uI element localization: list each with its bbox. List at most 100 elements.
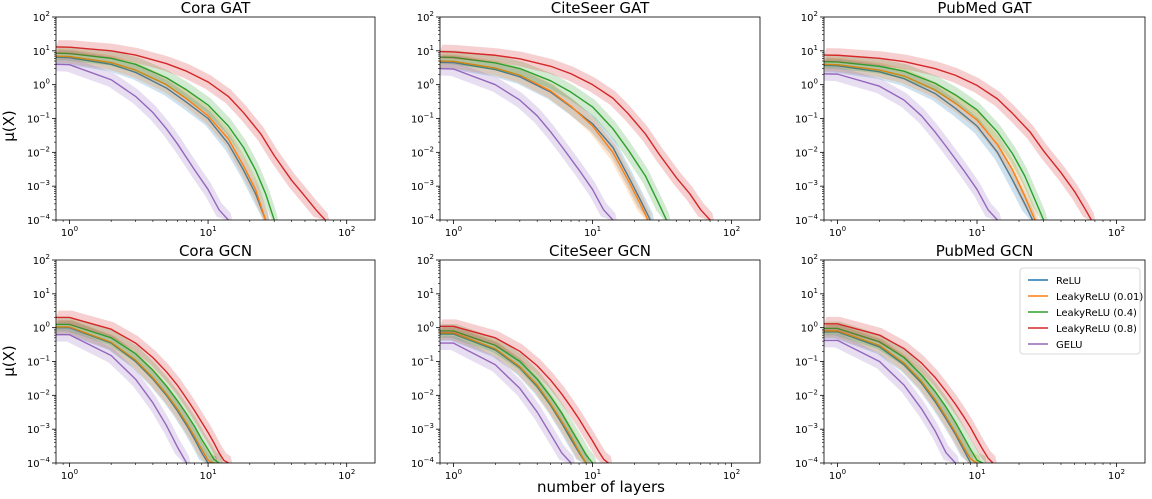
panel-title: Cora GCN — [179, 242, 252, 260]
panel-title: CiteSeer GCN — [549, 242, 651, 260]
line-leakyrelu-0-4 — [440, 330, 594, 463]
y-tick-label: 101 — [33, 287, 50, 301]
y-tick-label: 10−1 — [411, 112, 434, 126]
line-relu — [824, 64, 1034, 220]
y-tick-label: 100 — [801, 321, 818, 335]
y-axis-label-bottom: μ(X) — [0, 345, 18, 377]
line-gelu — [824, 339, 957, 463]
y-tick-label: 10−4 — [27, 213, 51, 227]
y-tick-label: 10−4 — [27, 456, 51, 470]
line-leakyrelu-0-01 — [56, 326, 215, 463]
band-gelu — [56, 57, 233, 220]
y-tick-label: 101 — [417, 44, 434, 58]
y-tick-label: 102 — [33, 253, 50, 267]
band-relu — [56, 50, 270, 220]
band-leakyrelu-0-8 — [824, 48, 1096, 220]
band-leakyrelu-0-4 — [824, 54, 1048, 220]
line-leakyrelu-0-8 — [824, 323, 994, 463]
band-leakyrelu-0-8 — [440, 319, 613, 463]
line-leakyrelu-0-8 — [440, 50, 711, 220]
series-group — [824, 48, 1096, 220]
x-tick-label: 101 — [584, 225, 601, 239]
y-tick-label: 101 — [33, 44, 50, 58]
line-leakyrelu-0-01 — [824, 330, 978, 463]
y-tick-label: 10−3 — [27, 179, 50, 193]
band-relu — [824, 324, 975, 463]
series-group — [440, 44, 714, 220]
line-relu — [824, 331, 972, 463]
line-leakyrelu-0-8 — [440, 325, 610, 463]
panel-title: PubMed GCN — [936, 242, 1034, 260]
y-tick-label: 10−1 — [27, 355, 50, 369]
line-leakyrelu-0-4 — [440, 56, 668, 220]
panel-pubmed-gat: PubMed GAT 10−4 10−3 10−2 10−1 100 101 102 100 10… — [795, 0, 1146, 239]
band-relu — [440, 327, 590, 463]
band-gelu — [824, 333, 960, 463]
x-tick-label: 102 — [723, 225, 740, 239]
y-tick-label: 102 — [801, 253, 818, 267]
x-tick-label: 102 — [338, 468, 355, 482]
x-tick-label: 100 — [445, 225, 462, 239]
y-tick-label: 100 — [33, 321, 50, 335]
line-leakyrelu-0-8 — [824, 54, 1093, 220]
y-tick-label: 100 — [417, 321, 434, 335]
y-tick-label: 10−2 — [795, 388, 818, 402]
y-axis-label-top: μ(X) — [0, 110, 18, 142]
y-tick-label: 10−1 — [795, 112, 818, 126]
line-leakyrelu-0-8 — [56, 46, 326, 220]
x-tick-label: 102 — [723, 468, 740, 482]
x-tick-label: 100 — [445, 468, 462, 482]
line-leakyrelu-0-01 — [824, 63, 1036, 220]
y-tick-label: 10−2 — [411, 145, 434, 159]
line-leakyrelu-0-01 — [440, 332, 587, 463]
panel-title: PubMed GAT — [937, 0, 1032, 17]
legend-frame — [1019, 267, 1141, 355]
x-tick-label: 101 — [199, 468, 216, 482]
band-leakyrelu-0-8 — [56, 40, 330, 220]
line-gelu — [824, 73, 999, 220]
y-tick-label: 10−4 — [795, 456, 819, 470]
legend-label-leakyrelu-0-4: LeakyReLU (0.4) — [1056, 308, 1137, 319]
line-leakyrelu-0-01 — [440, 60, 649, 220]
x-tick-label: 102 — [338, 225, 355, 239]
band-leakyrelu-0-01 — [824, 57, 1039, 220]
band-leakyrelu-0-8 — [824, 316, 997, 463]
x-tick-label: 101 — [968, 468, 985, 482]
line-relu — [56, 56, 267, 220]
y-tick-label: 10−2 — [27, 388, 50, 402]
x-tick-label: 101 — [199, 225, 216, 239]
x-tick-label: 101 — [584, 468, 601, 482]
y-tick-label: 101 — [801, 44, 818, 58]
y-tick-label: 10−3 — [411, 422, 434, 436]
panel-citeseer-gcn: CiteSeer GCN 10−4 10−3 10−2 10−1 100 101 102 100… — [411, 242, 761, 482]
band-leakyrelu-0-4 — [440, 50, 671, 220]
line-leakyrelu-0-01 — [56, 55, 267, 220]
band-gelu — [440, 336, 575, 463]
y-tick-label: 10−4 — [795, 213, 819, 227]
y-tick-label: 100 — [417, 78, 434, 92]
x-tick-label: 102 — [1108, 468, 1125, 482]
y-tick-label: 10−1 — [411, 355, 434, 369]
chart-panels: Cora GAT 10−4 10−3 10−2 10−1 100 101 102 100 101 1… — [27, 0, 1146, 482]
x-tick-label: 101 — [968, 225, 985, 239]
y-tick-label: 10−3 — [411, 179, 434, 193]
line-gelu — [56, 63, 230, 220]
y-tick-label: 10−3 — [795, 422, 818, 436]
y-tick-label: 10−1 — [27, 112, 50, 126]
band-relu — [440, 55, 655, 220]
band-gelu — [824, 66, 1002, 220]
series-group — [824, 316, 997, 463]
line-gelu — [440, 342, 572, 463]
line-gelu — [440, 67, 614, 220]
y-tick-label: 10−2 — [27, 145, 50, 159]
legend-label-gelu: GELU — [1056, 340, 1082, 351]
y-tick-label: 100 — [33, 78, 50, 92]
x-tick-label: 100 — [61, 468, 78, 482]
band-leakyrelu-0-01 — [440, 326, 590, 463]
line-leakyrelu-0-4 — [56, 323, 220, 463]
y-tick-label: 10−3 — [27, 422, 50, 436]
y-tick-label: 100 — [801, 78, 818, 92]
line-leakyrelu-0-4 — [824, 60, 1045, 220]
line-gelu — [56, 333, 188, 463]
